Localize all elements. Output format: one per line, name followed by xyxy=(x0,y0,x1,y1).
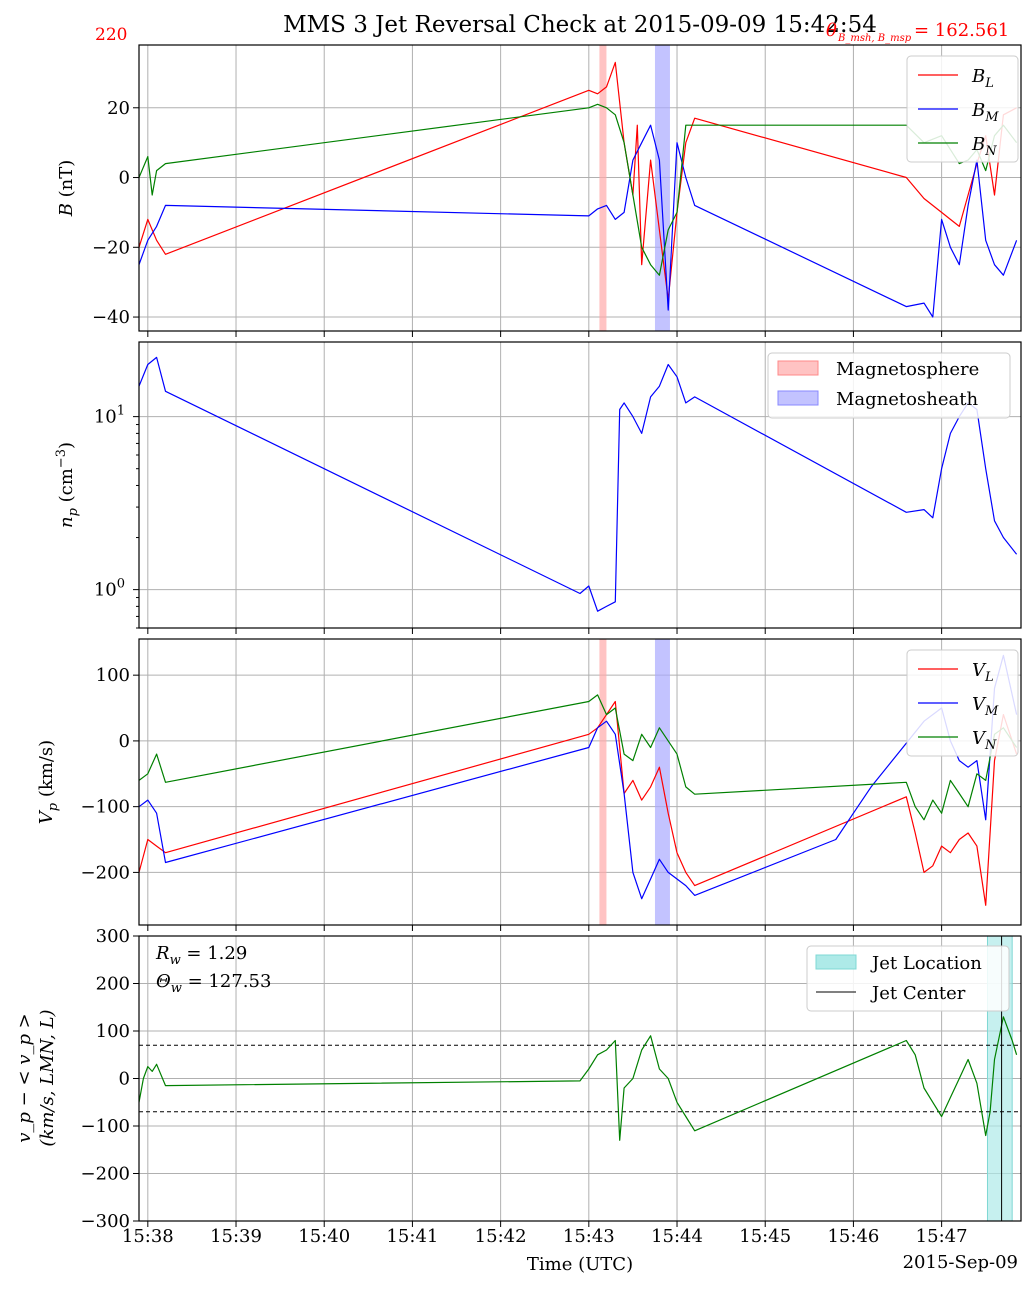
y-tick-label: −200 xyxy=(81,1164,130,1185)
y-tick-label: −40 xyxy=(92,307,130,328)
x-tick-label: 15:46 xyxy=(827,1226,879,1247)
series-v-p xyxy=(139,1016,1018,1141)
date-label: 2015-Sep-09 xyxy=(903,1252,1018,1273)
x-tick-label: 15:47 xyxy=(916,1226,968,1247)
y-tick-label: −100 xyxy=(81,797,130,818)
shade-magnetosphere xyxy=(599,639,607,925)
theta-symbol: θ xyxy=(826,20,837,41)
series-v-n xyxy=(139,694,1018,821)
ylabel-b: B (nT) xyxy=(56,160,77,218)
legend-magnetosphere-swatch xyxy=(777,360,819,376)
plot-area-velocity xyxy=(139,639,1018,925)
x-tick-label: 15:44 xyxy=(651,1226,703,1247)
x-axis-label: Time (UTC) xyxy=(527,1254,633,1275)
legend-magnetosphere-label: Magnetosphere xyxy=(836,359,979,380)
x-tick-label: 15:39 xyxy=(210,1226,262,1247)
shade-magnetosphere xyxy=(599,45,607,331)
y-tick-label: 300 xyxy=(96,926,130,947)
legend-v: VL VM VN xyxy=(906,649,1019,757)
legend-vn-label: VN xyxy=(972,728,997,753)
x-tick-label: 15:38 xyxy=(122,1226,174,1247)
y-tick-label: 100 xyxy=(94,577,125,601)
corner-left-label: 220 xyxy=(95,25,127,45)
theta-value: = 162.561 xyxy=(914,20,1009,41)
ylabel-vp: Vp (km/s) xyxy=(36,740,61,824)
x-tick-label: 15:45 xyxy=(739,1226,791,1247)
legend-magnetosheath-swatch xyxy=(777,390,819,406)
y-tick-label: 20 xyxy=(107,98,130,119)
theta-subscript: B_msh, B_msp xyxy=(837,33,912,44)
x-tick-label: 15:43 xyxy=(563,1226,615,1247)
legend-b: BL BM BN xyxy=(906,55,1019,163)
legend-jet-location-swatch xyxy=(815,954,857,970)
legend-bm-label: BM xyxy=(971,100,999,125)
shade-magnetosheath xyxy=(654,45,670,331)
corner-right-label: θ B_msh, B_msp = 162.561 xyxy=(826,20,1009,44)
panel-velocity-deviation: −300 −200 −100 0 100 200 300 15:38 15:39 15:40 15:… xyxy=(81,926,1022,1247)
legend-jet: Jet Location Jet Center xyxy=(806,945,1010,1012)
ylabel-np: np (cm−3) xyxy=(54,442,81,528)
panel-frame xyxy=(138,44,1022,332)
legend-bl-label: BL xyxy=(971,66,994,91)
series-v-l xyxy=(139,700,1018,906)
x-tick-label: 15:42 xyxy=(475,1226,527,1247)
series-b-l xyxy=(139,61,1017,301)
y-tick-label: −100 xyxy=(81,1116,130,1137)
legend-vl-label: VL xyxy=(972,660,994,685)
legend-magnetosheath-label: Magnetosheath xyxy=(836,389,978,410)
legend-regions-box xyxy=(767,352,1011,419)
annotation-rw: Rw = 1.29 xyxy=(155,943,247,968)
legend-jet-location-label: Jet Location xyxy=(870,953,982,974)
panel-frame xyxy=(138,341,1022,629)
ylabel-dev-line2: (km/s, LMN, L) xyxy=(37,1009,58,1146)
series-v-m xyxy=(139,654,1018,900)
ylabel-dev-line1: v_p − < v_p > xyxy=(14,1013,35,1143)
x-tick-label: 15:40 xyxy=(298,1226,350,1247)
legend-jet-box xyxy=(806,945,1010,1012)
y-tick-label: 0 xyxy=(119,168,130,189)
series-b-m xyxy=(139,124,1018,318)
legend-vm-label: VM xyxy=(972,694,999,719)
series-b-n xyxy=(139,103,1018,276)
legend-b-box xyxy=(906,55,1019,163)
y-tick-label: 200 xyxy=(96,974,130,995)
panels: −40−20020100101−200−1000100−300−200−1000… xyxy=(81,44,1022,1247)
annotation-theta-w: Θw = 127.53 xyxy=(156,971,271,996)
figure-title: MMS 3 Jet Reversal Check at 2015-09-09 1… xyxy=(283,12,877,38)
legend-regions: Magnetosphere Magnetosheath xyxy=(767,352,1011,419)
legend-v-box xyxy=(906,649,1019,757)
panel-frame xyxy=(138,935,1022,1222)
y-tick-label: −200 xyxy=(81,862,130,883)
y-tick-label: 0 xyxy=(119,731,130,752)
x-tick-label: 15:41 xyxy=(386,1226,438,1247)
y-tick-label: 100 xyxy=(96,1021,130,1042)
panel-frame xyxy=(138,638,1022,926)
y-tick-label: −20 xyxy=(92,237,130,258)
panel-velocity: −200 −100 0 100 xyxy=(81,638,1022,931)
y-tick-label: 100 xyxy=(96,665,130,686)
plot-area-velocity-deviation xyxy=(139,936,1021,1221)
panel-B: −40 −20 0 20 xyxy=(92,44,1022,337)
y-tick-label: 101 xyxy=(94,404,125,428)
y-tick-label: −300 xyxy=(81,1211,130,1232)
y-tick-label: 0 xyxy=(119,1069,130,1090)
legend-bn-label: BN xyxy=(971,134,997,159)
legend-jet-center-label: Jet Center xyxy=(870,983,966,1004)
plot-area-B xyxy=(139,45,1018,331)
